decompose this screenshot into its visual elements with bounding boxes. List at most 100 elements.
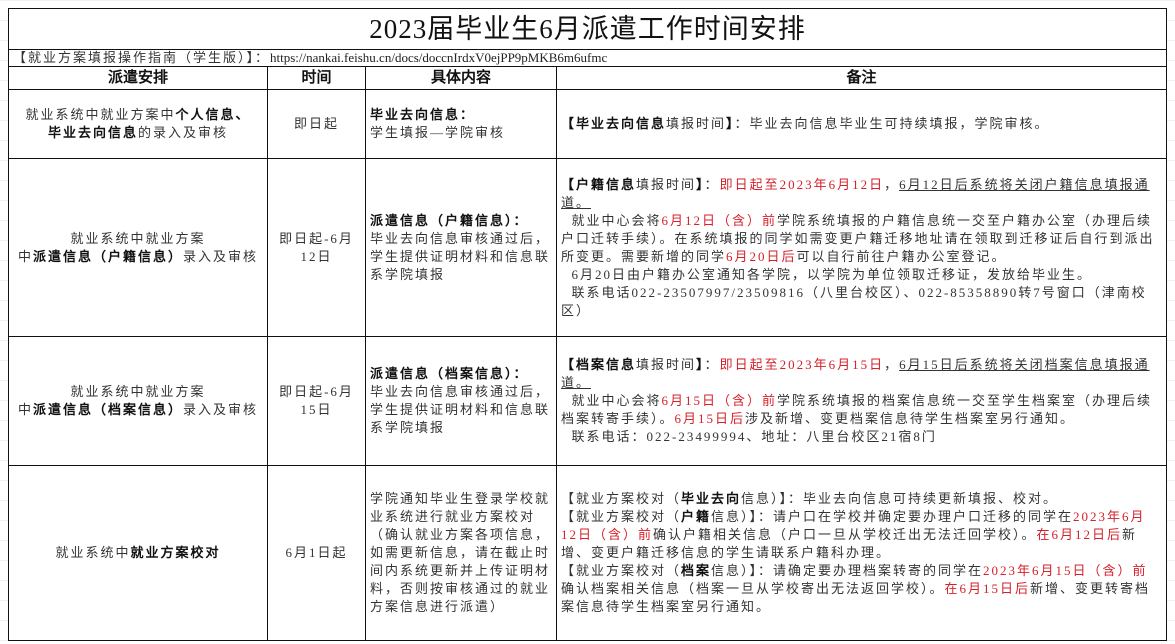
text-segment: 填报时间 <box>636 176 697 192</box>
text-segment: 填报时间 <box>636 357 697 372</box>
text-segment: 档案 <box>681 563 712 578</box>
note-paragraph: 就业中心会将6月12日（含）前学院系统填报的户籍信息统一交至户籍办公室（办理后续… <box>561 212 1162 266</box>
time-cell: 即日起-6月15日 <box>267 336 366 466</box>
text-segment: 就业方案校对 <box>130 545 221 560</box>
text-segment: 6月20日后 <box>726 248 797 264</box>
text-segment: 【就业方案校对（ <box>561 491 682 506</box>
text-segment: 信息）】：毕业去向信息可持续更新填报、校对。 <box>741 491 1059 506</box>
table-row: 就业系统中就业方案校对 6月1日起 学院通知毕业生登录学校就业系统进行就业方案校… <box>8 465 1167 641</box>
notes-cell: 【档案信息填报时间】：即日起至2023年6月15日，6月15日后系统将关闭档案信… <box>556 336 1167 466</box>
note-paragraph: 【档案信息填报时间】：即日起至2023年6月15日，6月15日后系统将关闭档案信… <box>561 356 1162 392</box>
note-paragraph: 6月20日由户籍办公室通知各学院，以学院为单位领取迁移证，发放给毕业生。 <box>561 266 1162 284</box>
text-segment: 就业中心会将 <box>561 393 662 408</box>
arrangement-cell: 就业系统中就业方案中个人信息、 毕业去向信息的录入及审核 <box>8 89 268 159</box>
text-segment: 【户籍信息 <box>561 176 637 192</box>
content-cell: 派遣信息（档案信息）： 毕业去向信息审核通过后，学生提供证明材料和信息联系学院填报 <box>365 336 557 466</box>
time-cell: 即日起-6月12日 <box>267 158 366 337</box>
text-segment: ， <box>884 357 900 372</box>
text-segment: 就业中心会将 <box>561 212 662 228</box>
text-segment: 6月12日（含）前 <box>661 212 778 228</box>
note-paragraph: 【就业方案校对（毕业去向信息）】：毕业去向信息可持续更新填报、校对。 <box>561 490 1162 508</box>
text-segment: 6月12日后系统将关闭户籍信息填报通道。 <box>561 176 1150 210</box>
text-segment: 联系电话022-23507997/23509816（八里台校区）、022-853… <box>561 284 1147 318</box>
text-segment: 毕业去向 <box>681 491 742 506</box>
text-segment: 就业系统中就业方案 <box>70 230 206 246</box>
text-segment: 新增、变更转寄档案信息待学生档案室另行通知。 <box>561 581 1151 614</box>
guide-link[interactable]: https://nankai.feishu.cn/docs/doccnIrdxV… <box>270 50 608 65</box>
note-paragraph: 【毕业去向信息填报时间】：毕业去向信息毕业生可持续填报，学院审核。 <box>561 115 1162 133</box>
text-segment: 在6月12日后 <box>1036 527 1123 542</box>
text-segment: 户籍 <box>681 509 712 524</box>
note-paragraph: 【就业方案校对（档案信息）】：请确定要办理档案转寄的同学在2023年6月15日（… <box>561 562 1162 616</box>
text-segment: 派遣信息（档案信息）： <box>370 366 529 381</box>
notes-cell: 【毕业去向信息填报时间】：毕业去向信息毕业生可持续填报，学院审核。 <box>556 89 1167 159</box>
text-segment: 毕业去向信息： <box>370 107 476 122</box>
note-paragraph: 【户籍信息填报时间】：即日起至2023年6月12日，6月12日后系统将关闭户籍信… <box>561 176 1162 212</box>
text-segment: 6月20日由户籍办公室通知各学院，以学院为单位领取迁移证，发放给毕业生。 <box>561 266 1093 282</box>
text-segment: 【就业方案校对（ <box>561 509 682 524</box>
note-paragraph: 联系电话：022-23499994、地址：八里台校区21宿8门 <box>561 428 1162 446</box>
text-segment: 2023年6月15日（含）前 <box>983 563 1148 578</box>
text-segment: 在6月15日后 <box>944 581 1031 596</box>
text-segment: 毕业去向信息 <box>47 125 138 140</box>
time-cell: 6月1日起 <box>267 465 366 641</box>
text-segment: 】 <box>696 357 705 372</box>
text-segment: 中 <box>17 402 33 417</box>
text-segment: 涉及新增、变更档案信息待学生档案室另行通知。 <box>745 411 1076 426</box>
text-segment: ：毕业去向信息毕业生可持续填报，学院审核。 <box>734 116 1050 131</box>
text-segment: 【档案信息 <box>561 357 637 372</box>
content-cell: 派遣信息（户籍信息）： 毕业去向信息审核通过后，学生提供证明材料和信息联系学院填报 <box>365 158 557 337</box>
text-segment: 学院系统填报的户籍信息统一交至户籍办公室（办理后续户口迁转手续）。在系统填报的同… <box>561 212 1155 264</box>
header-content: 具体内容 <box>365 66 557 90</box>
text-segment: 2023年6月12日（含）前 <box>561 509 1146 542</box>
text-segment: 6月15日（含）前 <box>661 393 778 408</box>
table-row: 就业系统中就业方案中派遣信息（户籍信息）录入及审核 即日起-6月12日 派遣信息… <box>8 158 1167 337</box>
header-notes: 备注 <box>556 66 1167 90</box>
time-cell: 即日起 <box>267 89 366 159</box>
text-segment: 【就业方案校对（ <box>561 563 682 578</box>
text-segment: 即日起至2023年6月15日 <box>719 357 885 372</box>
guide-label: 【就业方案填报操作指南（学生版）】： <box>13 50 271 65</box>
text-segment: 毕业去向信息审核通过后，学生提供证明材料和信息联系学院填报 <box>370 384 551 435</box>
text-segment: 信息）】：请户口在学校并确定要办理户口迁移的同学在 <box>711 509 1074 524</box>
text-segment: 新增、变更户籍迁移信息的学生请联系户籍科办理。 <box>561 527 1138 560</box>
text-segment: 学院系统填报的档案信息统一交至学生档案室（办理后续档案转寄手续）。 <box>561 393 1153 426</box>
text-segment: 学生填报—学院审核 <box>370 125 506 140</box>
text-segment: 即日起至2023年6月12日 <box>719 176 885 192</box>
text-segment: 【毕业去向信息 <box>561 116 667 131</box>
text-segment: 录入及审核 <box>183 402 259 417</box>
text-segment: 6月15日后 <box>674 411 746 426</box>
text-segment: ， <box>884 176 900 192</box>
text-segment: 6月15日后系统将关闭档案信息填报通道。 <box>561 357 1150 390</box>
text-segment: 填报时间 <box>666 116 727 131</box>
text-segment: 联系电话：022-23499994、地址：八里台校区21宿8门 <box>561 429 937 444</box>
content-cell: 毕业去向信息： 学生填报—学院审核 <box>365 89 557 159</box>
text-segment: 的录入及审核 <box>138 125 229 140</box>
text-segment: 中 <box>17 248 33 264</box>
content-cell: 学院通知毕业生登录学校就业系统进行就业方案校对（确认就业方案各项信息，如需更新信… <box>365 465 557 641</box>
text-segment: ： <box>704 357 720 372</box>
text-segment: 】 <box>696 176 705 192</box>
table-row: 就业系统中就业方案中个人信息、 毕业去向信息的录入及审核 即日起 毕业去向信息： 学… <box>8 89 1167 159</box>
text-segment: 派遣信息（户籍信息） <box>32 248 183 264</box>
arrangement-cell: 就业系统中就业方案中派遣信息（档案信息）录入及审核 <box>8 336 268 466</box>
page-title: 2023届毕业生6月派遣工作时间安排 <box>8 8 1167 50</box>
note-paragraph: 联系电话022-23507997/23509816（八里台校区）、022-853… <box>561 284 1162 320</box>
note-paragraph: 【就业方案校对（户籍信息）】：请户口在学校并确定要办理户口迁移的同学在2023年… <box>561 508 1162 562</box>
arrangement-cell: 就业系统中就业方案校对 <box>8 465 268 641</box>
text-segment: 】 <box>726 116 735 131</box>
header-arrangement: 派遣安排 <box>8 66 268 90</box>
guide-row: 【就业方案填报操作指南（学生版）】：https://nankai.feishu.… <box>8 49 1167 67</box>
text-segment: 信息）】：请确定要办理档案转寄的同学在 <box>711 563 984 578</box>
text-segment: 确认户籍相关信息（户口一旦从学校迁出无法迁回学校）。 <box>653 527 1037 542</box>
notes-cell: 【就业方案校对（毕业去向信息）】：毕业去向信息可持续更新填报、校对。 【就业方案校… <box>556 465 1167 641</box>
text-segment: 录入及审核 <box>183 248 259 264</box>
text-segment: 派遣信息（档案信息） <box>32 402 183 417</box>
text-segment: 就业系统中就业方案 <box>70 384 206 399</box>
header-row: 派遣安排 时间 具体内容 备注 <box>8 66 1167 90</box>
text-segment: ： <box>704 176 720 192</box>
notes-cell: 【户籍信息填报时间】：即日起至2023年6月12日，6月12日后系统将关闭户籍信… <box>556 158 1167 337</box>
text-segment: 可以自行前往户籍办公室登记。 <box>796 248 1007 264</box>
arrangement-cell: 就业系统中就业方案中派遣信息（户籍信息）录入及审核 <box>8 158 268 337</box>
text-segment: 派遣信息（户籍信息）： <box>370 212 529 228</box>
